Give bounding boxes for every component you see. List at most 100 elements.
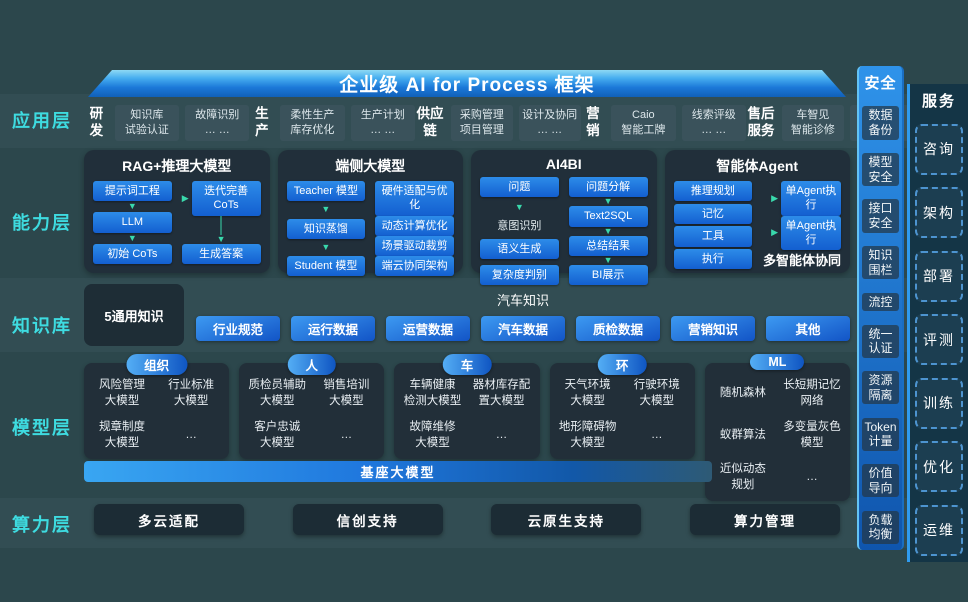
app-chip[interactable]: Caio 智能工牌 <box>611 105 676 141</box>
knowledge-button[interactable]: 行业规范 <box>196 315 280 341</box>
layer-label-capability: 能力层 <box>12 213 72 233</box>
flow-chip[interactable]: Teacher 模型 <box>286 181 366 202</box>
knowledge-button[interactable]: 其他 <box>766 315 850 341</box>
security-column-title: 安全 <box>864 75 897 92</box>
model-group-pill[interactable]: 车 <box>442 354 492 375</box>
flow-connector: ▼ <box>217 215 226 244</box>
flow-chip[interactable]: 迭代完善CoTs <box>191 181 261 216</box>
service-item[interactable]: 运维 <box>915 504 963 556</box>
app-chip-line: 车智见 <box>796 108 830 121</box>
flow-chip[interactable]: 语义生成 <box>480 238 559 260</box>
app-chip-line: 生产计划 <box>360 108 405 121</box>
knowledge-button[interactable]: 运行数据 <box>291 315 375 341</box>
framework-banner: 企业级 AI for Process 框架 <box>88 70 846 97</box>
security-item[interactable]: 接口 安全 <box>862 199 899 233</box>
arrow-right-icon: ▶ <box>771 192 778 203</box>
model-item: … <box>806 470 818 483</box>
flow-chip[interactable]: 端云协同架构 <box>375 256 454 277</box>
app-chip-line: … … <box>370 124 396 136</box>
app-chip[interactable]: 采购管理 项目管理 <box>451 105 513 141</box>
model-group-person: 人 质检员辅助 大模型 销售培训 大模型 客户忠诚 大模型 … <box>239 354 385 460</box>
app-chip-line: 设计及协同 <box>522 108 578 121</box>
agent-module-chip[interactable]: 工具 <box>673 226 753 247</box>
app-chip[interactable]: 知识库 试验认证 <box>114 105 180 141</box>
arrow-down-icon: ▼ <box>603 225 613 236</box>
agent-module-chip[interactable]: 执行 <box>673 248 753 270</box>
service-item[interactable]: 评测 <box>915 314 963 366</box>
compute-button[interactable]: 信创支持 <box>292 504 443 535</box>
security-item[interactable]: 数据 备份 <box>862 106 899 140</box>
service-item[interactable]: 部署 <box>915 250 963 302</box>
knowledge-button[interactable]: 运营数据 <box>386 315 470 341</box>
agent-module-chip[interactable]: 记忆 <box>673 203 753 224</box>
app-chip[interactable]: 线索评级 … … <box>681 105 746 141</box>
compute-button[interactable]: 算力管理 <box>689 504 840 535</box>
model-item: 客户忠诚 大模型 <box>254 421 301 449</box>
service-item[interactable]: 训练 <box>915 377 963 429</box>
flow-chip[interactable]: 总结结果 <box>568 235 648 256</box>
flow-chip[interactable]: Student 模型 <box>286 256 366 277</box>
app-chip[interactable]: 设计及协同 … … <box>518 105 581 141</box>
knowledge-button[interactable]: 汽车数据 <box>481 315 565 341</box>
box-title: RAG+推理大模型 <box>122 158 232 174</box>
capability-box-edge: 端侧大模型 Teacher 模型 ▼ 知识蒸馏 ▼ Student 模型 硬件适… <box>277 150 463 277</box>
agent-module-chip[interactable]: 推理规划 <box>673 181 753 202</box>
app-group-production: 生产 柔性生产 库存优化 生产计划 … … <box>250 105 416 141</box>
flow-chip[interactable]: 场景驱动裁剪 <box>375 235 454 257</box>
flow-chip[interactable]: 问题分解 <box>568 177 648 198</box>
model-group-pill[interactable]: 环 <box>597 354 647 375</box>
agent-exec-chip[interactable]: 单Agent执行 <box>781 181 841 216</box>
flow-chip[interactable]: 问题 <box>480 177 559 198</box>
layer-label-compute: 算力层 <box>12 515 72 535</box>
security-item[interactable]: 模型 安全 <box>862 152 899 187</box>
security-item[interactable]: Token 计量 <box>862 417 899 451</box>
flow-chip[interactable]: 初始 CoTs <box>93 243 172 264</box>
flow-chip[interactable]: BI展示 <box>568 264 648 286</box>
security-item[interactable]: 统一 认证 <box>862 324 899 358</box>
capability-box-ai4bi: AI4BI 问题 ▼ 意图识别 语义生成 复杂度判别 问题分解 ▼ Text2S… <box>471 150 657 286</box>
security-item[interactable]: 价值 导向 <box>862 464 899 498</box>
app-group-label: 研发 <box>89 106 104 138</box>
capability-box-rag: RAG+推理大模型 提示词工程 ▼ LLM ▼ 初始 CoTs ▶ 迭代完善Co… <box>84 150 270 273</box>
service-item[interactable]: 架构 <box>915 187 963 239</box>
service-item[interactable]: 咨询 <box>915 123 963 175</box>
security-item[interactable]: 负载 均衡 <box>862 510 899 544</box>
service-item[interactable]: 优化 <box>915 441 963 493</box>
service-column: 服务 咨询 架构 部署 评测 训练 优化 运维 <box>907 84 968 562</box>
app-chip[interactable]: 车智见 智能诊修 <box>782 105 844 141</box>
model-group-pill[interactable]: ML <box>750 354 805 370</box>
model-item: … <box>495 428 508 441</box>
foundation-model-bar[interactable]: 基座大模型 <box>84 461 712 482</box>
app-chip[interactable]: 柔性生产 库存优化 <box>280 105 345 141</box>
model-group-pill[interactable]: 人 <box>287 354 337 375</box>
app-chip[interactable]: 生产计划 … … <box>350 105 415 141</box>
agent-exec-chip[interactable]: 单Agent执行 <box>781 215 841 251</box>
security-item[interactable]: 流控 <box>862 292 899 312</box>
knowledge-button[interactable]: 质检数据 <box>576 315 660 341</box>
box-title: 端侧大模型 <box>335 158 406 174</box>
app-group-label: 售后服务 <box>747 106 775 138</box>
model-item: 近似动态 规划 <box>719 463 766 491</box>
flow-chip[interactable]: 提示词工程 <box>93 181 172 202</box>
model-item: 行驶环境 大模型 <box>633 379 680 407</box>
knowledge-button[interactable]: 营销知识 <box>671 315 755 341</box>
security-item[interactable]: 知识 围栏 <box>862 246 899 280</box>
flow-chip[interactable]: 知识蒸馏 <box>286 218 366 239</box>
app-group-marketing: 营销 Caio 智能工牌 线索评级 … … <box>581 105 747 141</box>
flow-chip[interactable]: Text2SQL <box>568 206 648 227</box>
flow-chip[interactable]: 硬件适配与优化 <box>375 181 454 216</box>
general-knowledge-box[interactable]: 5通用知识 <box>84 284 184 346</box>
app-chip[interactable]: 故障识别 … … <box>185 105 250 141</box>
security-item[interactable]: 资源 隔离 <box>862 371 899 405</box>
flow-chip[interactable]: 复杂度判别 <box>480 264 559 286</box>
model-item: 销售培训 大模型 <box>323 379 370 407</box>
flow-chip[interactable]: LLM <box>93 212 172 233</box>
compute-button[interactable]: 云原生支持 <box>491 504 642 535</box>
compute-button[interactable]: 多云适配 <box>94 504 244 535</box>
auto-knowledge-title: 汽车知识 <box>496 292 549 308</box>
knowledge-layer-row: 5通用知识 汽车知识 行业规范 运行数据 运营数据 汽车数据 质检数据 营销知识… <box>84 284 850 346</box>
flow-chip[interactable]: 生成答案 <box>181 243 261 264</box>
model-group-pill[interactable]: 组织 <box>126 354 188 375</box>
model-item: 器材库存配 置大模型 <box>472 379 531 407</box>
flow-chip[interactable]: 动态计算优化 <box>375 215 454 236</box>
